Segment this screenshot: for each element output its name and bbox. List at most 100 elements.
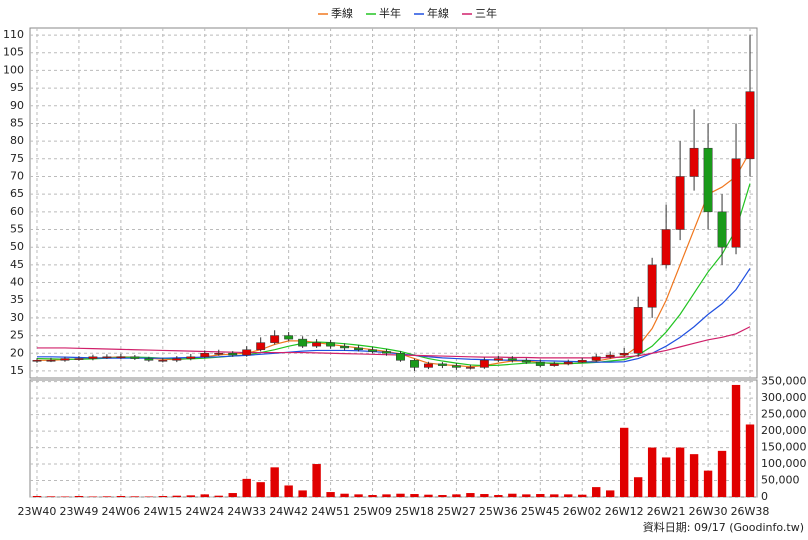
volume-bar (480, 494, 489, 497)
footnote: 資料日期: 09/17 (Goodinfo.tw) (643, 520, 804, 534)
price-frame (29, 27, 758, 379)
legend-label: 年線 (427, 6, 449, 20)
candle-body (242, 349, 252, 356)
volume-bar (382, 494, 391, 497)
candle-body (228, 353, 238, 356)
volume-bar (354, 494, 363, 497)
legend-label: 半年 (379, 6, 401, 20)
candle-body (689, 147, 699, 177)
volume-bar (130, 496, 140, 497)
volume-bar (172, 495, 181, 497)
candle-body (354, 347, 363, 350)
volume-bar (703, 470, 713, 497)
volume-tick-label: 0 (761, 490, 768, 503)
y-tick-label: 20 (10, 346, 24, 359)
volume-tick-label: 300,000 (761, 391, 807, 404)
volume-tick-label: 200,000 (761, 424, 807, 437)
y-tick-label: 100 (3, 63, 24, 76)
y-tick-label: 105 (3, 46, 24, 59)
y-tick-label: 75 (10, 152, 24, 165)
volume-bar (228, 493, 237, 497)
y-tick-label: 40 (10, 276, 24, 289)
candle-body (633, 307, 643, 354)
candle-body (130, 356, 140, 359)
x-tick-label: 26W30 (689, 505, 728, 518)
candle-body (521, 360, 531, 363)
volume-bar (284, 485, 293, 497)
volume-bar (717, 450, 727, 497)
candle-body (298, 338, 308, 347)
x-tick-label: 23W40 (18, 505, 57, 518)
y-tick-label: 65 (10, 187, 24, 200)
y-tick-label: 30 (10, 311, 24, 324)
candle-body (577, 360, 587, 363)
candle-body (507, 358, 517, 361)
y-tick-label: 55 (10, 223, 24, 236)
candle-body (647, 264, 657, 308)
y-tick-label: 110 (3, 28, 24, 41)
volume-bar (745, 424, 755, 497)
volume-bar (452, 494, 461, 497)
y-tick-label: 35 (10, 293, 24, 306)
candle-body (200, 353, 210, 358)
volume-bar (494, 495, 503, 497)
ma-line (36, 326, 751, 359)
volume-bar (592, 487, 601, 497)
volume-bar (256, 482, 265, 497)
volume-bar (424, 494, 433, 497)
volume-bar (326, 492, 335, 497)
x-tick-label: 25W18 (395, 505, 434, 518)
candle-body (661, 229, 671, 266)
candle-body (479, 360, 489, 368)
candle-body (465, 367, 475, 369)
volume-bar (619, 427, 629, 497)
volume-bar (116, 496, 126, 497)
x-tick-label: 24W42 (269, 505, 308, 518)
candle-body (591, 356, 601, 361)
x-tick-label: 26W02 (563, 505, 602, 518)
candle-body (410, 360, 419, 368)
volume-bar (647, 447, 657, 497)
candle-body (116, 356, 126, 359)
volume-bar (564, 494, 573, 497)
candle-body (396, 353, 405, 361)
candle-body (619, 353, 629, 356)
y-tick-label: 15 (10, 364, 24, 377)
x-tick-label: 25W45 (521, 505, 560, 518)
candle-body (745, 91, 755, 160)
candle-body (312, 342, 322, 347)
volume-bar (46, 496, 56, 497)
legend-label: 季線 (331, 6, 353, 20)
volume-bar (606, 490, 615, 497)
volume-bar (536, 494, 545, 497)
volume-bar (410, 494, 419, 497)
candle-body (88, 356, 98, 359)
candle-body (717, 211, 727, 248)
volume-bar (578, 494, 587, 497)
volume-bar (508, 493, 517, 497)
candle-body (270, 335, 280, 343)
y-tick-label: 60 (10, 205, 24, 218)
candle-body (102, 356, 112, 359)
candle-body (675, 176, 685, 230)
volume-bar (368, 495, 377, 497)
x-tick-label: 25W09 (353, 505, 392, 518)
volume-bar (158, 496, 168, 497)
volume-bar (270, 467, 279, 497)
candle-body (368, 349, 377, 352)
candle-body (46, 360, 56, 362)
candle-body (144, 358, 154, 361)
volume-tick-label: 50,000 (761, 474, 800, 487)
volume-bar (186, 495, 195, 497)
candle-body (549, 363, 559, 366)
volume-frame (29, 379, 758, 498)
volume-bar (242, 478, 251, 497)
ma-line (36, 151, 751, 368)
y-tick-label: 25 (10, 329, 24, 342)
candle-body (326, 342, 336, 347)
candle-body (256, 342, 266, 350)
candle-body (535, 361, 545, 366)
volume-bar (32, 496, 42, 497)
x-tick-label: 26W38 (731, 505, 770, 518)
y-tick-label: 90 (10, 99, 24, 112)
